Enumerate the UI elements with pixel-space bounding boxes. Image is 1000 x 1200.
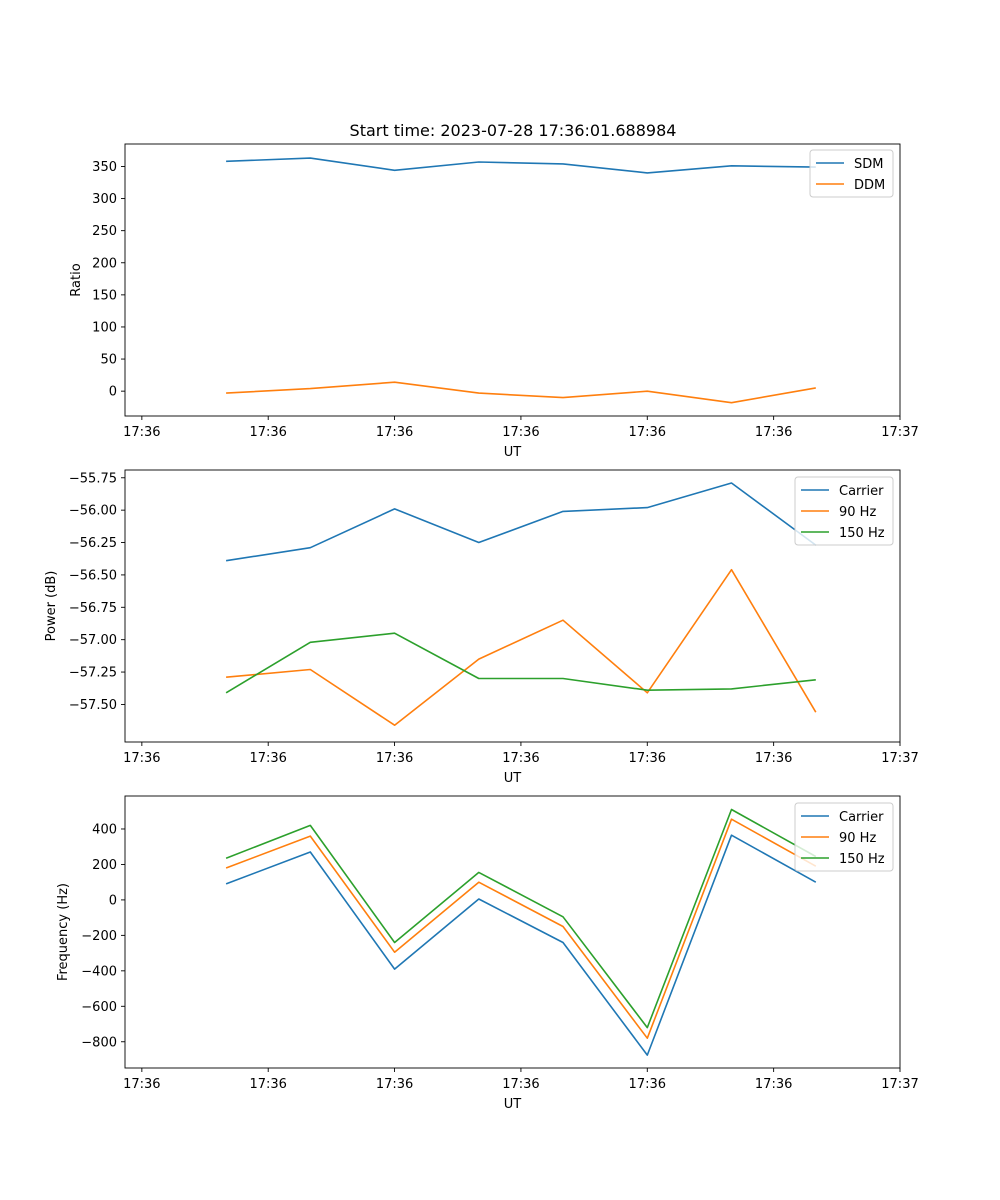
panel-3-x-tick-label: 17:36 <box>249 1077 286 1092</box>
panel-3-series-90-hz-line <box>225 818 817 1039</box>
panel-1-y-tick-label: 200 <box>92 256 117 271</box>
panel-2-legend-label: 90 Hz <box>839 505 876 520</box>
panel-1-x-tick-label: 17:37 <box>881 425 918 440</box>
panel-2-x-tick-label: 17:37 <box>881 751 918 766</box>
panel-3-x-tick-label: 17:37 <box>881 1077 918 1092</box>
panel-2-x-tick-label: 17:36 <box>123 751 160 766</box>
panel-1-legend <box>809 149 894 198</box>
panel-2-y-tick-label: −57.00 <box>69 633 117 648</box>
panel-2-x-tick-label: 17:36 <box>249 751 286 766</box>
panel-3-y-tick-label: 0 <box>109 893 117 908</box>
panel-2-legend-label: Carrier <box>839 484 884 499</box>
panel-2-y-tick-label: −56.00 <box>69 504 117 519</box>
panel-2-y-tick-label: −56.50 <box>69 568 117 583</box>
panel-2-x-axis-label: UT <box>504 771 522 786</box>
panel-3-y-axis-label: Frequency (Hz) <box>56 883 71 981</box>
panel-3-y-tick-label: 400 <box>92 822 117 837</box>
panel-2-x-tick-label: 17:36 <box>629 751 666 766</box>
panel-2-x-tick-label: 17:36 <box>755 751 792 766</box>
panel-3-series-carrier-line <box>225 834 817 1056</box>
panel-2-y-tick-label: −57.25 <box>69 666 117 681</box>
panel-2-y-tick-label: −56.25 <box>69 536 117 551</box>
panel-1-x-tick-label: 17:36 <box>502 425 539 440</box>
panel-3-legend-label: 90 Hz <box>839 831 876 846</box>
panel-3-legend-label: 150 Hz <box>839 852 885 867</box>
panel-2-series-90-hz-line <box>226 568 817 727</box>
panel-3-y-tick-label: −800 <box>81 1035 117 1050</box>
panel-3-legend-label: Carrier <box>839 810 884 825</box>
panel-1-axes-frame <box>124 143 901 417</box>
panel-1-x-axis-label: UT <box>504 445 522 460</box>
panel-3-x-tick-label: 17:36 <box>123 1077 160 1092</box>
panel-3-x-tick-label: 17:36 <box>755 1077 792 1092</box>
panel-1-y-tick-label: 50 <box>100 353 117 368</box>
panel-1-x-tick-label: 17:36 <box>755 425 792 440</box>
panel-3-series-150-hz-line <box>225 808 817 1029</box>
panel-1-legend-label: SDM <box>854 157 883 172</box>
panel-2-legend-label: 150 Hz <box>839 526 885 541</box>
panel-2-x-tick-label: 17:36 <box>376 751 413 766</box>
panel-1-y-axis-label: Ratio <box>69 263 84 296</box>
panel-3-legend <box>794 802 894 872</box>
panel-2-legend <box>794 476 894 546</box>
panel-1-x-tick-label: 17:36 <box>629 425 666 440</box>
panel-1-x-tick-label: 17:36 <box>123 425 160 440</box>
panel-3-y-tick-label: −600 <box>81 1000 117 1015</box>
panel-1-y-tick-label: 0 <box>109 385 117 400</box>
panel-2-y-axis-label: Power (dB) <box>44 571 59 642</box>
panel-1-series-sdm-line <box>226 157 816 174</box>
panel-1-y-tick-label: 250 <box>92 224 117 239</box>
panel-3-x-tick-label: 17:36 <box>629 1077 666 1092</box>
panel-3-y-tick-label: 200 <box>92 858 117 873</box>
panel-1-series-ddm-line <box>226 381 816 404</box>
panel-1-y-tick-label: 300 <box>92 192 117 207</box>
panel-2-series-carrier-line <box>225 482 817 562</box>
panel-2-series-150-hz-line <box>225 632 816 694</box>
panel-3-x-tick-label: 17:36 <box>502 1077 539 1092</box>
panel-3-y-tick-label: −200 <box>81 929 117 944</box>
panel-3-x-axis-label: UT <box>504 1097 522 1112</box>
panel-1-y-tick-label: 100 <box>92 320 117 335</box>
panel-1-y-tick-label: 350 <box>92 160 117 175</box>
panel-3-x-tick-label: 17:36 <box>376 1077 413 1092</box>
panel-2-x-tick-label: 17:36 <box>502 751 539 766</box>
panel-2-axes-frame <box>124 469 901 743</box>
panel-3-y-tick-label: −400 <box>81 964 117 979</box>
panel-1-legend-label: DDM <box>854 178 885 193</box>
panel-1-x-tick-label: 17:36 <box>376 425 413 440</box>
panel-3-axes-frame <box>124 795 901 1069</box>
panel-2-y-tick-label: −57.50 <box>69 698 117 713</box>
panel-2-y-tick-label: −55.75 <box>69 471 117 486</box>
panel-2-y-tick-label: −56.75 <box>69 601 117 616</box>
panel-1-x-tick-label: 17:36 <box>249 425 286 440</box>
chart-title: Start time: 2023-07-28 17:36:01.688984 <box>350 121 677 140</box>
panel-1-y-tick-label: 150 <box>92 288 117 303</box>
